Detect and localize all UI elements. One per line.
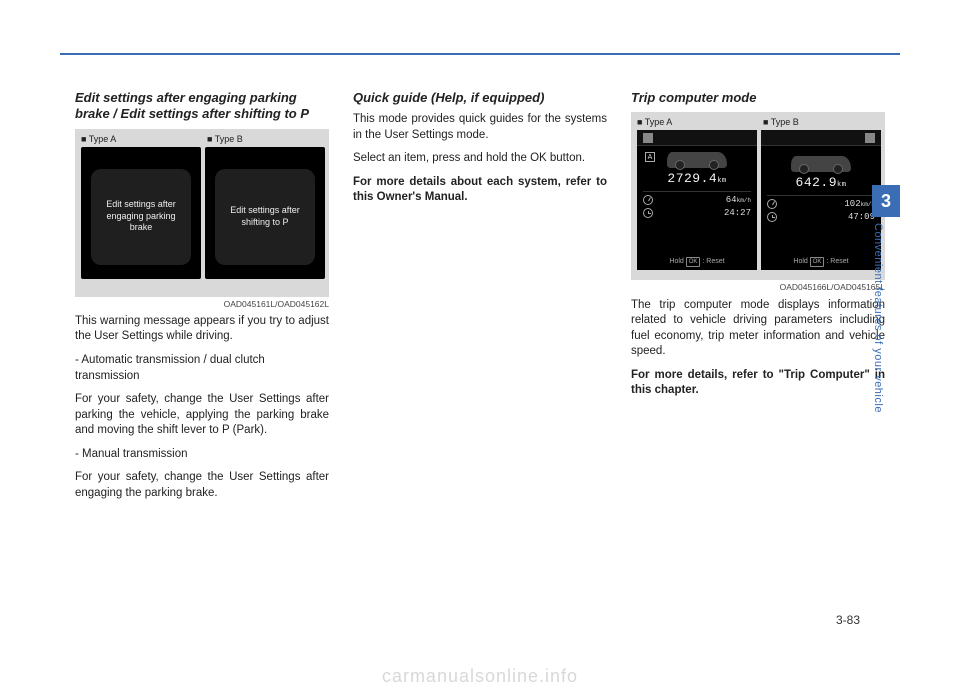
screen-type-b: Edit settings after shifting to P [205,147,325,279]
column-2: Quick guide (Help, if equipped) This mod… [353,90,607,509]
top-rule [60,53,900,55]
speedometer-icon [643,195,653,205]
figure-label-type-b-2: ■ Type B [763,116,799,128]
trip-a-speed-unit: km/h [737,197,751,204]
trip-b-time-value: 47:09 [848,211,875,223]
fuel-pump-icon [865,133,875,143]
figure-edit-settings: ■ Type A ■ Type B Edit settings after en… [75,129,329,297]
clock-icon [767,212,777,222]
car-silhouette-icon [791,156,851,172]
column-3: Trip computer mode ■ Type A ■ Type B A 2… [631,90,885,509]
trip-b-topbar [761,130,881,146]
page-number: 3-83 [836,613,860,627]
col2-p3: For more details about each system, refe… [353,175,607,206]
clock-icon [643,208,653,218]
reset-prefix-b: Hold [793,258,809,265]
col1-li1: - Automatic transmission / dual clutch t… [75,353,329,384]
reset-prefix-a: Hold [669,258,685,265]
col3-p1: The trip computer mode displays informat… [631,298,885,360]
warning-card-b: Edit settings after shifting to P [215,169,315,265]
trip-b-distance: 642.9km [767,174,875,196]
chapter-number: 3 [872,185,900,217]
figure-code-1: OAD045161L/OAD045162L [75,299,329,310]
trip-b-time-row: 47:09 [767,211,875,223]
figure-label-type-a-2: ■ Type A [637,116,672,128]
trip-a-distance: 2729.4km [643,170,751,192]
trip-a-speed-value: 64 [726,195,737,205]
screen-type-a: Edit settings after engaging parking bra… [81,147,201,279]
trip-screen-a: A 2729.4km 64km/h 24:27 Hold OK : Rese [637,130,757,270]
trip-b-speed-value: 102 [844,199,860,209]
fuel-pump-icon [643,133,653,143]
trip-b-speed-row: 102km/h [767,198,875,210]
col1-p2: For your safety, change the User Setting… [75,392,329,439]
watermark: carmanualsonline.info [0,666,960,687]
trip-a-topbar [637,130,757,146]
car-silhouette-icon [667,152,727,168]
figure-trip-computer: ■ Type A ■ Type B A 2729.4km 64km/h [631,112,885,280]
col3-p2: For more details, refer to "Trip Compute… [631,368,885,399]
ok-button-icon: OK [686,257,701,267]
col2-heading: Quick guide (Help, if equipped) [353,90,607,106]
reset-suffix-b: : Reset [824,258,848,265]
trip-b-distance-value: 642.9 [796,175,838,190]
column-1: Edit settings after engaging parking bra… [75,90,329,509]
trip-a-distance-unit: km [717,177,726,185]
trip-a-time-row: 24:27 [643,207,751,219]
col1-li2: - Manual transmission [75,447,329,463]
col1-p3: For your safety, change the User Setting… [75,470,329,501]
col2-p1: This mode provides quick guides for the … [353,112,607,143]
figure-label-type-a: ■ Type A [81,133,116,145]
trip-a-reset-hint: Hold OK : Reset [643,257,751,267]
speedometer-icon [767,199,777,209]
trip-a-time-value: 24:27 [724,207,751,219]
trip-b-distance-unit: km [837,181,846,189]
figure-label-type-b: ■ Type B [207,133,243,145]
trip-a-speed-row: 64km/h [643,194,751,206]
col1-heading: Edit settings after engaging parking bra… [75,90,329,123]
figure-code-2: OAD045166L/OAD045165L [631,282,885,293]
warning-card-a: Edit settings after engaging parking bra… [91,169,191,265]
chapter-title: Convenient features of your vehicle [872,217,884,477]
trip-b-reset-hint: Hold OK : Reset [767,257,875,267]
chapter-side-tab: 3 Convenient features of your vehicle [872,185,900,485]
manual-page: Edit settings after engaging parking bra… [60,35,900,655]
content-columns: Edit settings after engaging parking bra… [75,90,885,509]
trip-a-distance-value: 2729.4 [667,171,717,186]
trip-screen-b: 642.9km 102km/h 47:09 Hold OK : Reset [761,130,881,270]
col1-p1: This warning message appears if you try … [75,314,329,345]
col3-heading: Trip computer mode [631,90,885,106]
reset-suffix-a: : Reset [700,258,724,265]
col3-p2-bold: For more details, refer to "Trip Compute… [631,369,870,381]
col2-p2: Select an item, press and hold the OK bu… [353,151,607,167]
ok-button-icon: OK [810,257,825,267]
trip-a-badge: A [645,152,655,162]
